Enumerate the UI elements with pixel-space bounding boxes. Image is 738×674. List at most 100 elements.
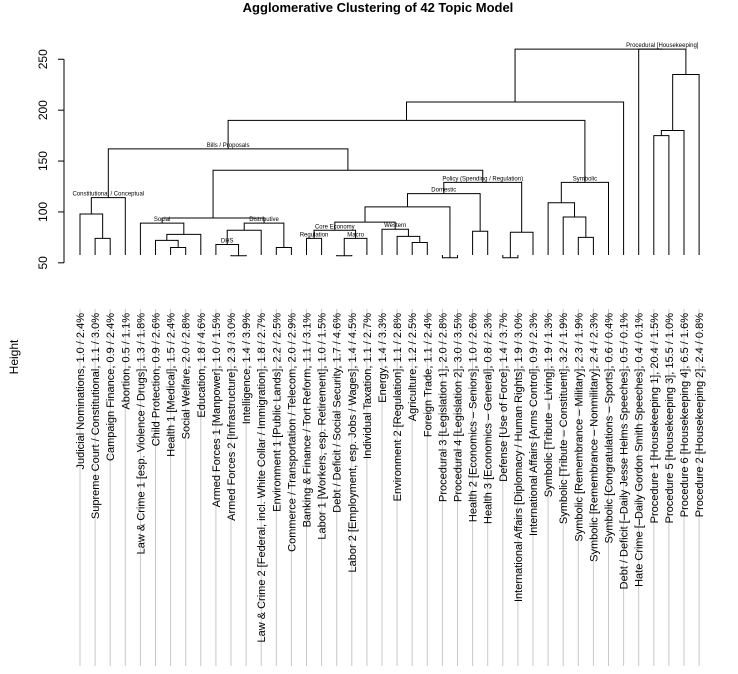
dendrogram-branch: [215, 244, 240, 256]
leaf-label: Judicial Nominations, 1.0 / 2.4%: [75, 313, 87, 470]
leaf-label: Education, 1.8 / 4.6%: [196, 313, 208, 418]
y-axis: 50 100 150 200 250: [36, 49, 65, 270]
leaf-label: Labor 2 [Employment, esp. Jobs / Wages],…: [347, 313, 359, 573]
leaf-label: Hate Crime [–Daily Gordon Smith Speeches…: [634, 313, 646, 587]
leaf-label: Symbolic [Remembrance – Military], 2.3 /…: [573, 313, 585, 542]
leaf-label: Supreme Court / Constitutional, 1.1 / 3.…: [90, 313, 102, 519]
y-tick-label: 150: [36, 151, 50, 171]
cluster-label: Macro: [347, 232, 364, 238]
cluster-label: DHS: [221, 239, 234, 245]
dendrogram-branch: [139, 222, 185, 255]
chart-title: Agglomerative Clustering of 42 Topic Mod…: [243, 0, 514, 15]
cluster-label: Regulation: [300, 232, 329, 238]
leaf-label: Procedure 6 [Housekeeping 4], 6.5 / 1.6%: [679, 313, 691, 517]
leaf-label: Procedure 2 [Housekeeping 2], 2.4 / 0.8%: [694, 313, 706, 517]
leaf-label: Commerce / Transportation / Telecom, 2.0…: [286, 313, 298, 552]
leaf-label: Campaign Finance, 0.9 / 2.4%: [105, 313, 117, 461]
leaf-label: Symbolic [Remembrance – Nonmilitary], 2.…: [588, 313, 600, 562]
y-tick-label: 250: [36, 49, 50, 69]
dendrogram-branch: [660, 130, 685, 255]
dendrogram-branch: [107, 148, 349, 198]
dendrogram-branch: [514, 48, 663, 103]
leaf-label: Armed Forces 1 [Manpower], 1.0 / 1.5%: [211, 313, 223, 508]
leaf-label: Child Protection, 0.9 / 2.6%: [151, 313, 163, 447]
leaf-label: Symbolic [Tribute – Constituent], 3.2 / …: [558, 313, 570, 524]
cluster-label: Bills / Proposals: [207, 143, 250, 149]
dendrogram-branch: [509, 231, 534, 258]
dendrogram-branch: [562, 216, 587, 255]
dendrogram-branch: [411, 241, 428, 255]
dendrogram-branch: [364, 206, 451, 258]
dendrogram-branch: [381, 228, 409, 255]
y-tick-label: 100: [36, 202, 50, 222]
leaf-label: Labor 1 [Workers, esp. Retirement], 1.0 …: [317, 313, 329, 540]
dendrogram-branch: [672, 74, 700, 255]
dendrogram-branch: [79, 213, 104, 255]
leaf-label: Health 1 [Medical], 1.5 / 2.4%: [166, 313, 178, 457]
leaf-label: Health 2 [Economics – Seniors], 1.0 / 2.…: [468, 313, 480, 522]
dendrogram-branch: [560, 181, 609, 255]
cluster-label: Procedural [Housekeeping]: [626, 43, 699, 49]
leaf-label: International Affairs [Arms Control], 0.…: [528, 313, 540, 536]
leaf-label: Environment 1 [Public Lands], 2.2 / 2.5%: [271, 313, 283, 512]
dendrogram-branch: [336, 255, 353, 257]
y-tick-label: 200: [36, 100, 50, 120]
leaf-labels: Judicial Nominations, 1.0 / 2.4% Supreme …: [75, 313, 706, 643]
cluster-label: Core Economy: [315, 224, 355, 230]
dendrogram-branch: [443, 181, 523, 233]
dendrogram-branch: [306, 237, 323, 255]
leaf-label: Symbolic [Tribute – Living], 1.9 / 1.3%: [543, 313, 555, 497]
leaf-guides: [79, 309, 700, 666]
cluster-label: Western: [384, 223, 406, 229]
dendrogram-branch: [170, 247, 187, 255]
y-axis-label: Height: [7, 339, 21, 374]
leaf-label: Symbolic [Congratulations – Sports], 0.6…: [604, 313, 616, 544]
dendrogram-branch: [396, 235, 421, 255]
cluster-label: Distributive: [249, 217, 279, 223]
leaf-label: Foreign Trade, 1.1 / 2.4%: [422, 313, 434, 437]
dendrogram-branch: [577, 236, 594, 255]
dendrogram-branch: [166, 233, 202, 255]
leaf-label: Debt / Deficit / Social Security, 1.7 / …: [332, 313, 344, 513]
dendrogram-branch: [653, 135, 670, 255]
leaf-label: Procedural 3 [Legislation 1], 2.0 / 2.8%: [437, 313, 449, 502]
leaf-label: Procedure 5 [Housekeeping 3], 15.5 / 1.0…: [664, 313, 676, 524]
y-tick-label: 50: [36, 256, 50, 270]
leaf-label: Health 3 [Economics – General], 0.8 / 2.…: [483, 313, 495, 524]
leaf-label: Energy, 1.4 / 3.3%: [377, 313, 389, 403]
cluster-labels: Constitutional / Conceptual Social DHS Dist…: [72, 43, 698, 244]
cluster-label: Social: [154, 217, 170, 223]
leaf-label: Armed Forces 2 [Infrastructure], 2.3 / 3…: [226, 313, 238, 521]
dendrogram-branch: [406, 193, 481, 232]
dendrogram-branch: [94, 237, 111, 255]
leaf-label: Environment 2 [Regulation], 1.1 / 2.8%: [392, 313, 404, 502]
leaf-label: Individual Taxation, 1.1 / 2.7%: [362, 313, 374, 459]
cluster-label: Constitutional / Conceptual: [72, 192, 144, 198]
leaf-label: Agriculture, 1.2 / 2.5%: [407, 313, 419, 421]
dendrogram-branch: [472, 230, 489, 255]
dendrogram-branch: [343, 237, 368, 256]
leaf-label: Procedure 1 [Housekeeping 1], 20.4 / 1.5…: [649, 313, 661, 524]
dendrogram-branch: [227, 119, 586, 183]
dendrogram-branch: [230, 255, 247, 257]
leaf-label: Law & Crime 1 [esp. Violence / Drugs], 1…: [135, 313, 147, 555]
leaf-label: Debt / Deficit [–Daily Jesse Helms Speec…: [619, 313, 631, 590]
dendrogram-branch: [638, 48, 687, 255]
dendrogram-branch: [547, 202, 576, 255]
dendrogram-branch: [275, 247, 292, 255]
cluster-label: Domestic: [431, 188, 456, 194]
leaf-label: Banking & Finance / Tort Reform, 1.1 / 3…: [302, 313, 314, 528]
cluster-label: Symbolic: [573, 176, 597, 182]
cluster-label: Policy (Spending / Regulation): [442, 176, 523, 182]
leaf-label: International Affairs [Diplomacy / Human…: [513, 313, 525, 602]
leaf-label: Procedural 4 [Legislation 2], 3.0 / 3.5%: [453, 313, 465, 502]
leaf-label: Law & Crime 2 [Federal, incl. White Coll…: [256, 313, 268, 643]
leaf-label: Defense [Use of Force], 1.4 / 3.7%: [498, 313, 510, 482]
leaf-label: Social Welfare, 2.0 / 2.8%: [181, 313, 193, 440]
dendrogram-branch: [90, 197, 126, 255]
dendrogram-branches: [79, 48, 700, 259]
leaf-label: Intelligence, 1.4 / 3.9%: [241, 313, 253, 425]
dendrogram-branch: [243, 222, 285, 248]
